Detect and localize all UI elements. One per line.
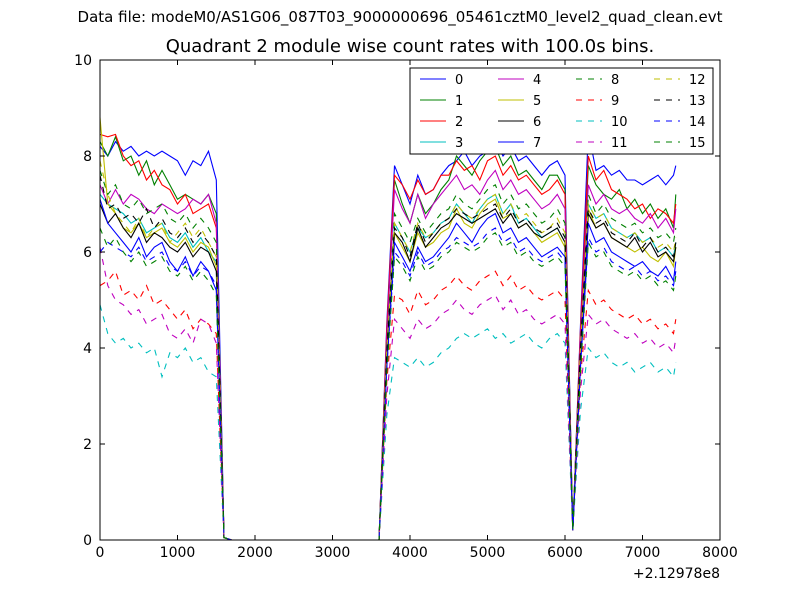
legend-label-11: 11 [611, 136, 628, 151]
legend-label-1: 1 [455, 94, 463, 109]
chart-title: Quadrant 2 module wise count rates with … [165, 36, 655, 57]
x-tick-label: 1000 [160, 545, 196, 561]
x-offset-label: +2.12978e8 [633, 566, 720, 582]
series-layer [99, 117, 677, 541]
series-line-14 [99, 227, 677, 541]
legend-label-6: 6 [533, 115, 541, 130]
legend-label-0: 0 [455, 73, 463, 88]
series-line-13 [99, 175, 677, 541]
series-line-15 [99, 227, 677, 541]
x-tick-label: 2000 [237, 545, 273, 561]
legend-label-9: 9 [611, 94, 619, 109]
y-tick-label: 6 [83, 245, 92, 261]
y-tick-label: 2 [83, 437, 92, 453]
x-tick-label: 0 [96, 545, 105, 561]
y-tick-label: 10 [74, 53, 92, 69]
y-tick-label: 0 [83, 533, 92, 549]
series-line-2 [99, 133, 677, 541]
x-tick-label: 4000 [392, 545, 428, 561]
figure-suptitle: Data file: modeM0/AS1G06_087T03_90000006… [77, 8, 723, 26]
legend-label-10: 10 [611, 115, 628, 130]
x-tick-label: 5000 [470, 545, 506, 561]
x-tick-label: 3000 [315, 545, 351, 561]
legend-label-3: 3 [455, 136, 463, 151]
y-tick-label: 4 [83, 341, 92, 357]
series-line-10 [99, 304, 677, 541]
x-tick-label: 7000 [625, 545, 661, 561]
legend-label-4: 4 [533, 73, 541, 88]
legend-label-14: 14 [689, 115, 706, 130]
legend-label-12: 12 [689, 73, 706, 88]
legend-label-7: 7 [533, 136, 541, 151]
legend-frame [409, 67, 714, 155]
legend-label-5: 5 [533, 94, 541, 109]
x-tick-label: 8000 [702, 545, 738, 561]
legend-label-15: 15 [689, 136, 706, 151]
legend-label-8: 8 [611, 73, 619, 88]
series-line-3 [99, 193, 677, 541]
legend-label-13: 13 [689, 94, 706, 109]
y-tick-label: 8 [83, 149, 92, 165]
x-tick-label: 6000 [547, 545, 583, 561]
legend-label-2: 2 [455, 115, 463, 130]
